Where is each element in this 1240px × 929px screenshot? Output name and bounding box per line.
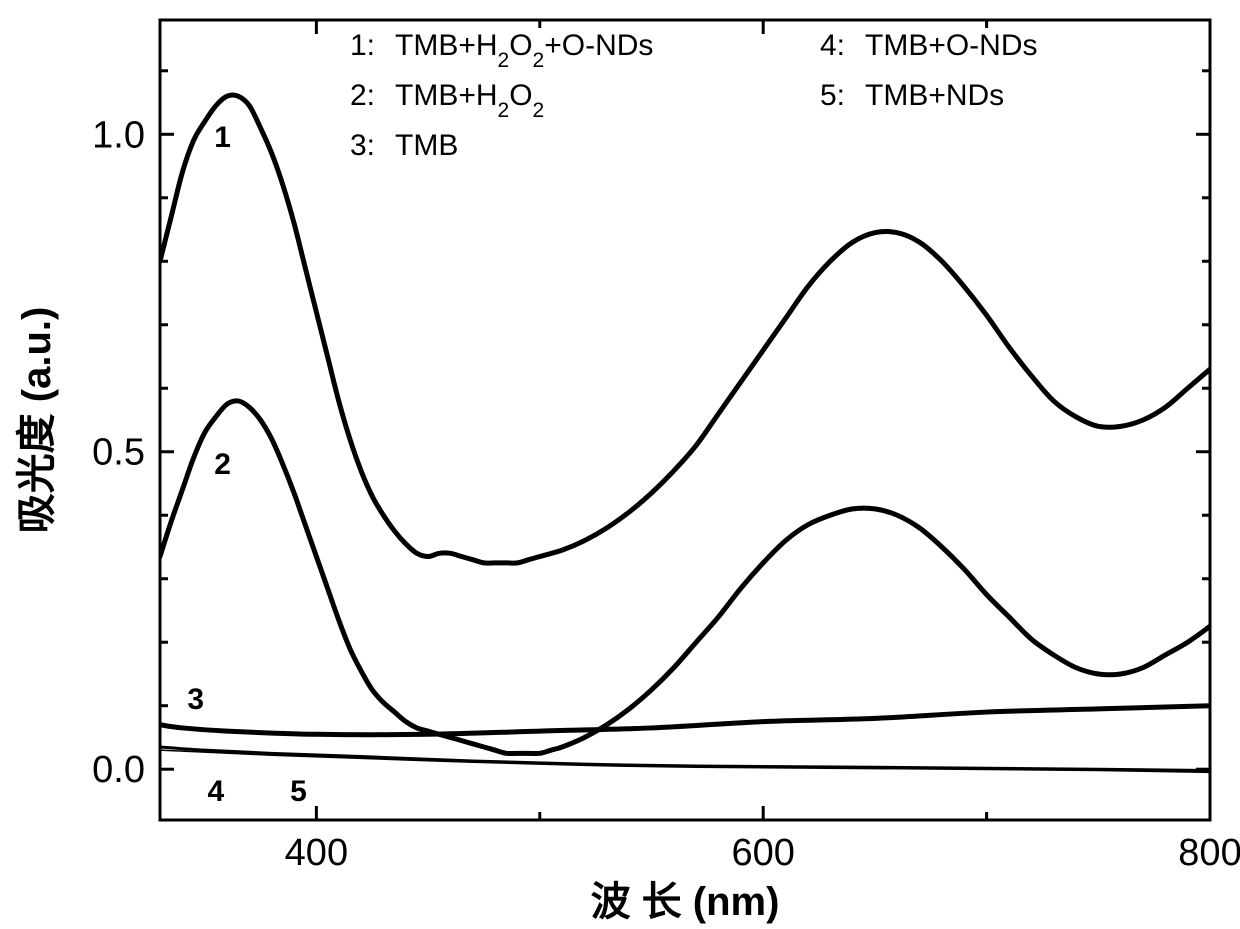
plot-frame: [160, 20, 1210, 820]
legend-number: 1:: [350, 29, 375, 62]
y-tick-label: 0.5: [92, 432, 145, 474]
x-tick-label: 400: [285, 832, 348, 874]
series-number-label: 2: [214, 448, 231, 481]
y-tick-label: 1.0: [92, 114, 145, 156]
series-2: [160, 401, 1210, 754]
y-tick-label: 0.0: [92, 749, 145, 791]
legend-number: 5:: [820, 79, 845, 112]
series-3: [160, 706, 1210, 735]
x-tick-label: 600: [731, 832, 794, 874]
x-tick-label: 800: [1178, 832, 1240, 874]
series-number-label: 3: [187, 683, 204, 716]
series-number-label: 5: [290, 775, 307, 808]
series-1: [160, 95, 1210, 563]
legend-text: TMB+H2O2: [395, 79, 544, 122]
series-number-label: 1: [214, 121, 231, 154]
absorbance-chart: 400 600 800 0.0 0.5 1.0 波 长 (nm) 吸光度 (a.u.) 1 2 3 4…: [0, 0, 1240, 929]
legend-text: TMB+H2O2+O-NDs: [395, 29, 653, 72]
legend-text: TMB+O-NDs: [865, 29, 1038, 62]
chart-svg: 400 600 800 0.0 0.5 1.0 波 长 (nm) 吸光度 (a.u.) 1 2 3 4…: [0, 0, 1240, 929]
legend-number: 3:: [350, 129, 375, 162]
x-axis-title: 波 长 (nm): [591, 880, 780, 924]
legend-text: TMB+NDs: [865, 79, 1004, 112]
legend-number: 4:: [820, 29, 845, 62]
series-number-label: 4: [208, 775, 225, 808]
legend-number: 2:: [350, 79, 375, 112]
y-axis-title: 吸光度 (a.u.): [15, 307, 59, 534]
legend-text: TMB: [395, 129, 458, 162]
